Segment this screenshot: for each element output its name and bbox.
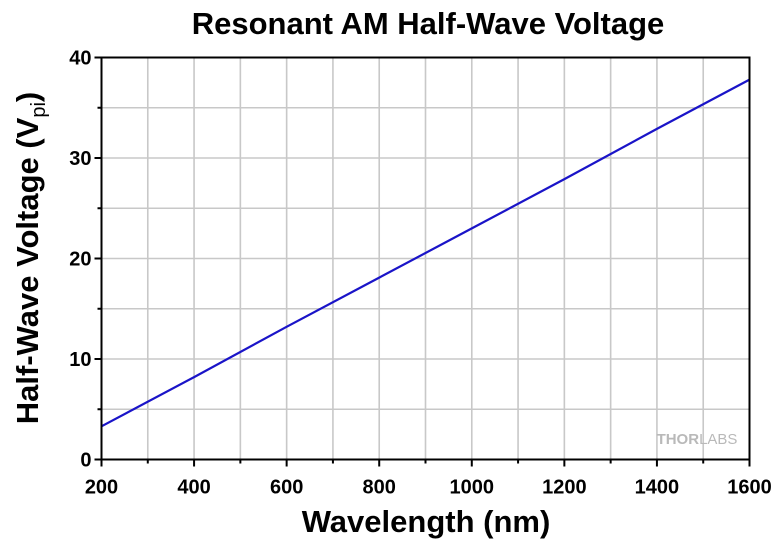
thorlabs-watermark: THORLABS bbox=[657, 431, 738, 448]
series-layer bbox=[100, 78, 751, 428]
x-tick-label: 1600 bbox=[727, 477, 772, 499]
y-tick-label: 10 bbox=[69, 349, 91, 371]
y-axis-label: Half-Wave Voltage (Vpi) bbox=[10, 92, 50, 425]
y-axis-label-subscript: pi bbox=[28, 102, 50, 118]
watermark-thor: THOR bbox=[657, 431, 700, 448]
x-tick-label: 800 bbox=[363, 477, 396, 499]
series-line bbox=[100, 78, 751, 428]
x-tick-label: 1200 bbox=[542, 477, 587, 499]
axis-ticks bbox=[94, 56, 751, 467]
y-axis-label-main: Half-Wave Voltage (V bbox=[10, 117, 45, 424]
x-tick-label: 200 bbox=[85, 477, 118, 499]
watermark-labs: LABS bbox=[699, 431, 737, 448]
grid bbox=[100, 56, 751, 461]
y-tick-label: 0 bbox=[80, 450, 91, 472]
x-tick-label: 600 bbox=[270, 477, 303, 499]
x-tick-labels: 200 400 600 800 1000 1200 1400 1600 bbox=[85, 477, 772, 499]
y-axis-label-close: ) bbox=[10, 92, 45, 102]
x-tick-label: 1400 bbox=[635, 477, 680, 499]
x-tick-label: 1000 bbox=[450, 477, 495, 499]
x-axis-label: Wavelength (nm) bbox=[302, 504, 551, 539]
x-tick-label: 400 bbox=[177, 477, 210, 499]
chart-title: Resonant AM Half-Wave Voltage bbox=[192, 6, 665, 41]
y-tick-label: 40 bbox=[69, 48, 91, 70]
y-tick-label: 20 bbox=[69, 249, 91, 271]
y-tick-label: 30 bbox=[69, 148, 91, 170]
y-tick-labels: 0 10 20 30 40 bbox=[69, 48, 91, 472]
